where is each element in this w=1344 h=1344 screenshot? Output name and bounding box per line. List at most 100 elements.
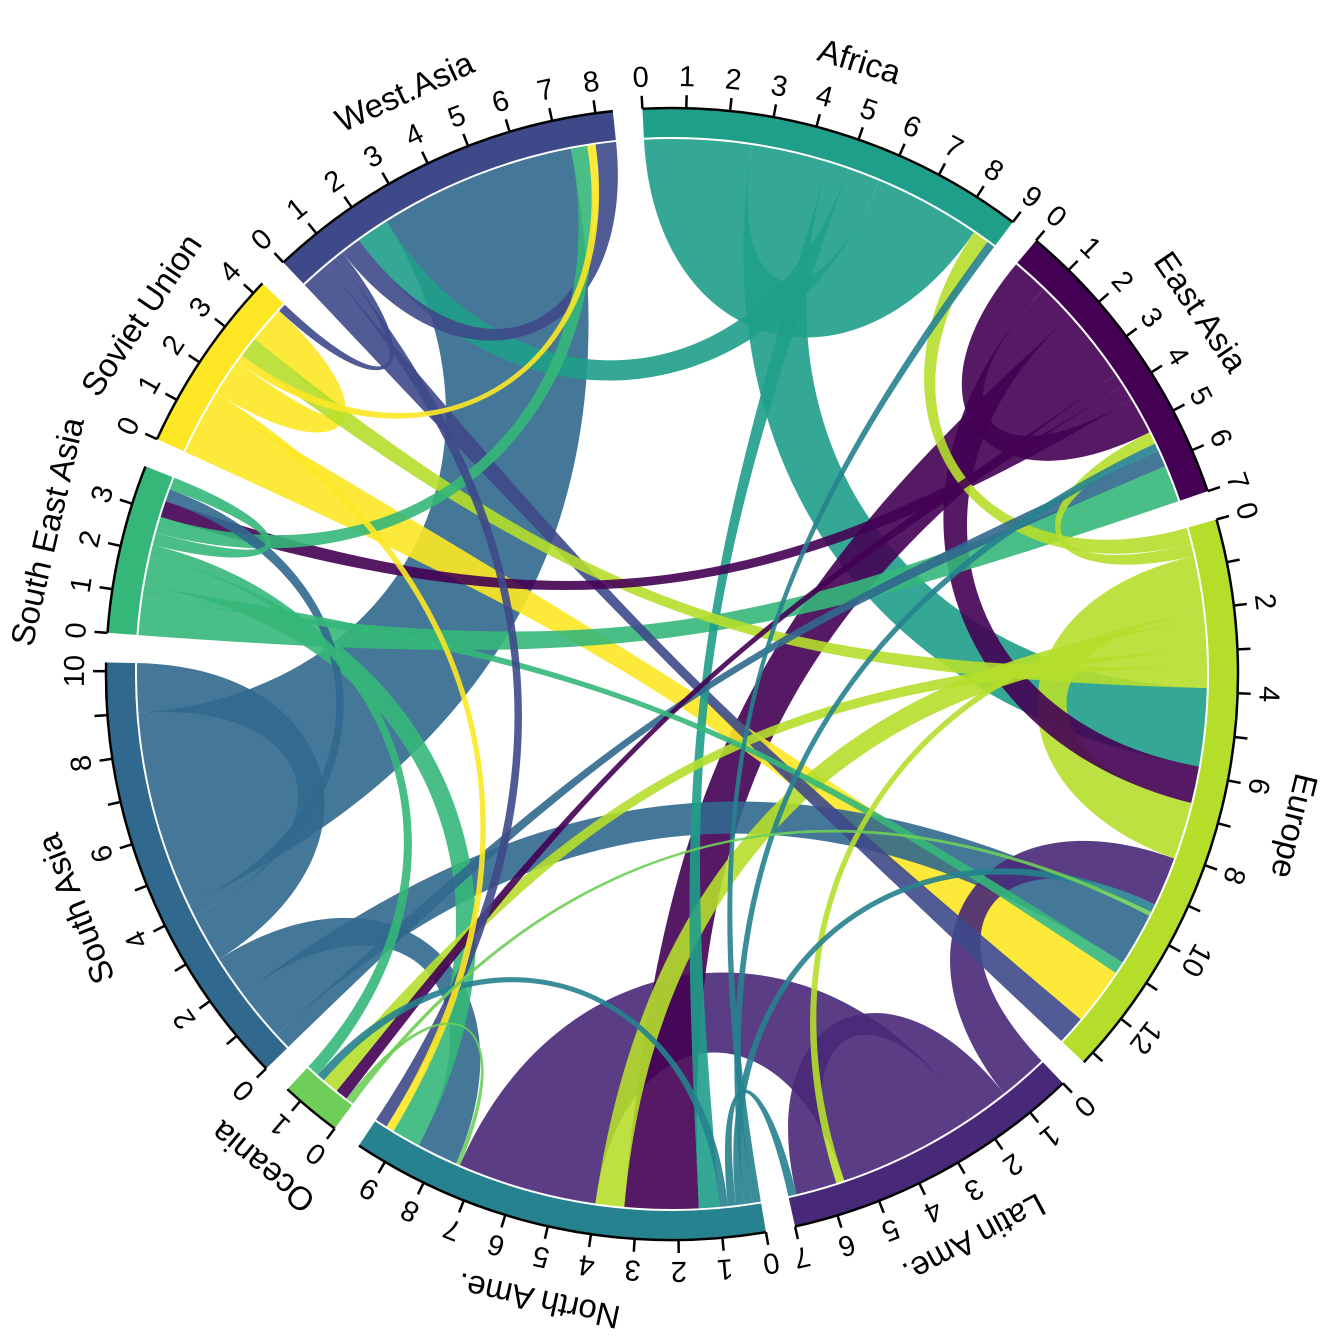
axis-tick-label: 6 — [834, 1227, 859, 1262]
axis-tick — [632, 1238, 636, 1252]
axis-tick-label: 3 — [959, 1171, 989, 1207]
axis-tick — [164, 392, 178, 401]
axis-tick — [1217, 822, 1231, 828]
axis-tick — [1204, 863, 1218, 871]
ribbon-east-asia-to-east-asia — [961, 264, 1150, 461]
axis-tick — [134, 884, 148, 892]
axis-tick — [381, 172, 390, 185]
ribbon-europe-to-soviet-union — [242, 339, 1208, 689]
region-label-north-ame: North Ame. — [454, 1266, 623, 1337]
axis-tick — [728, 97, 733, 112]
axis-tick-label: 10 — [59, 655, 91, 687]
axis-tick-label: 6 — [1241, 775, 1275, 797]
axis-tick — [772, 104, 778, 118]
axis-tick — [255, 1067, 268, 1079]
sector-arc-europe — [1062, 519, 1237, 1062]
axis-tick — [1067, 259, 1079, 271]
axis-tick-label: 0 — [60, 621, 93, 639]
axis-tick-label: 8 — [65, 753, 99, 774]
axis-tick — [1237, 647, 1251, 651]
axis-tick — [198, 1000, 211, 1010]
axis-tick-label: 6 — [488, 84, 513, 119]
axis-tick — [188, 354, 201, 364]
ribbon-north-ame-to-africa — [727, 241, 995, 1203]
axis-tick-label: 3 — [183, 291, 218, 323]
axis-tick-label: 7 — [790, 1239, 813, 1274]
axis-tick — [500, 1214, 507, 1228]
ribbon-south-east-asia-to-south-east-asia — [152, 477, 271, 558]
axis-tick — [325, 1127, 336, 1140]
axis-tick — [1035, 229, 1046, 242]
axis-tick-label: 3 — [85, 482, 120, 507]
axis-tick-label: 3 — [768, 70, 790, 104]
axis-tick — [99, 757, 113, 762]
axis-tick — [975, 185, 985, 198]
sector-arc-south-east-asia — [108, 466, 173, 635]
axis-tick — [377, 1161, 387, 1174]
axis-tick-label: 12 — [1123, 1015, 1168, 1060]
axis-tick — [420, 151, 429, 164]
axis-line-north-ame — [358, 1144, 767, 1242]
ribbon-europe-to-europe — [1037, 556, 1204, 859]
axis-tick — [504, 118, 511, 133]
axis-tick-label: 9 — [1015, 180, 1047, 215]
axis-tick-label: 4 — [119, 925, 155, 954]
axis-tick — [1216, 514, 1230, 521]
axis-tick — [214, 317, 226, 328]
axis-tick — [543, 1225, 549, 1240]
axis-tick — [1011, 210, 1022, 223]
axis-tick — [462, 133, 470, 147]
ribbon-south-asia-to-north-ame — [219, 917, 481, 1164]
axis-tick — [1187, 904, 1201, 913]
axis-tick-label: 6 — [85, 841, 120, 866]
sector-arc-oceania — [288, 1067, 352, 1128]
axis-tick — [1234, 735, 1248, 740]
axis-tick — [1168, 944, 1181, 953]
axis-tick-label: 8 — [396, 1193, 425, 1229]
axis-tick — [94, 630, 108, 635]
axis-tick-label: 2 — [156, 330, 192, 361]
axis-tick-label: 5 — [444, 99, 471, 135]
axis-tick-label: 1 — [679, 61, 696, 93]
axis-tick — [857, 126, 864, 141]
axis-tick-label: 2 — [1248, 592, 1282, 612]
axis-tick-label: 8 — [1216, 863, 1252, 889]
axis-tick-label: 1 — [132, 370, 168, 400]
axis-tick — [1097, 292, 1110, 304]
axis-tick-label: 2 — [671, 1255, 688, 1287]
ribbon-africa-to-west-asia — [359, 168, 880, 381]
sector-arc-west-asia — [284, 112, 616, 284]
axis-tick — [793, 1226, 800, 1240]
axis-tick-label: 3 — [1133, 302, 1168, 334]
axis-line-africa — [642, 106, 1014, 224]
sector-arc-south-asia — [107, 662, 287, 1068]
axis-tick-label: 2 — [167, 1003, 202, 1035]
axis-tick — [226, 1034, 238, 1046]
axis-line-latin-ame — [794, 1082, 1064, 1228]
ribbon-south-east-asia-to-north-ame — [144, 557, 477, 1146]
axis-tick — [1172, 403, 1186, 412]
axis-tick-label: 5 — [530, 1239, 553, 1274]
ribbon-west-asia-to-europe — [304, 265, 1081, 1041]
axis-tick — [457, 1199, 466, 1213]
axis-tick — [242, 283, 255, 294]
axis-tick-label: 4 — [400, 118, 428, 154]
axis-tick-label: 5 — [856, 93, 882, 129]
ribbon-east-asia-to-north-ame — [624, 316, 1116, 1210]
axis-tick-label: 4 — [919, 1193, 947, 1229]
ribbon-soviet-union-to-soviet-union — [216, 310, 346, 433]
axis-tick — [1029, 1111, 1040, 1124]
ribbon-latin-ame-to-europe — [950, 840, 1175, 1094]
axis-tick — [174, 963, 187, 972]
axis-tick — [99, 585, 113, 591]
axis-tick-label: 8 — [978, 153, 1009, 189]
axis-tick — [1191, 443, 1205, 452]
axis-tick-label: 1 — [65, 574, 99, 595]
ribbon-north-ame-to-latin-ame — [724, 1089, 797, 1207]
region-label-oceania: Oceania — [203, 1113, 322, 1220]
axis-tick-label: 4 — [1252, 686, 1285, 703]
axis-tick-label: 7 — [534, 73, 557, 108]
ribbon-south-asia-to-south-asia — [136, 663, 325, 959]
axis-tick — [94, 713, 108, 718]
